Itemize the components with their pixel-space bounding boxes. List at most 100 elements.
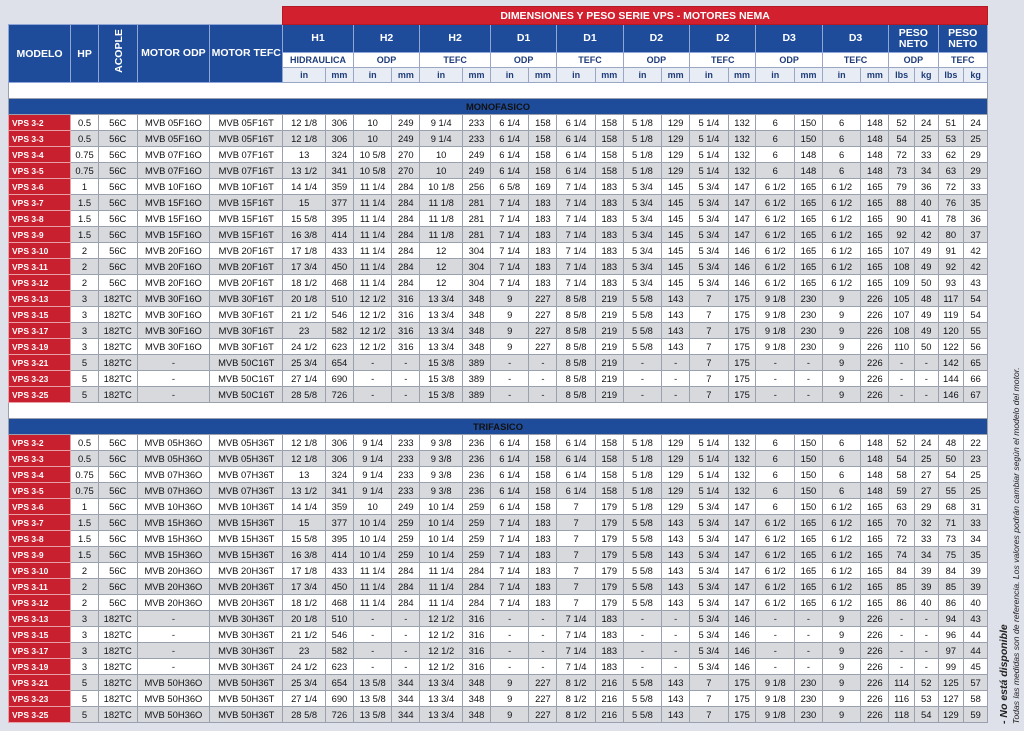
model-cell: VPS 3-8 bbox=[7, 210, 72, 227]
table-cell: 148 bbox=[860, 146, 890, 163]
table-cell: 56C bbox=[97, 242, 138, 259]
table-cell: 12 1/2 bbox=[419, 658, 464, 675]
table-row: VPS 3-23 5 182TC - MVB 50C16T 27 1/4 690- -15 3… bbox=[7, 370, 988, 387]
table-cell: MVB 15H36T bbox=[209, 530, 284, 547]
table-cell: MVB 50H36T bbox=[209, 690, 284, 707]
table-cell: 158 bbox=[528, 498, 558, 515]
table-cell: 43 bbox=[963, 610, 988, 627]
table-cell: 182TC bbox=[97, 306, 138, 323]
table-cell: 122 bbox=[937, 338, 965, 355]
table-cell: 66 bbox=[963, 370, 988, 387]
table-cell: 7 bbox=[689, 706, 729, 723]
table-cell: 24 bbox=[963, 114, 988, 131]
table-cell: MVB 07F16O bbox=[136, 162, 211, 179]
table-cell: 56C bbox=[97, 434, 138, 451]
table-cell: - bbox=[794, 642, 823, 659]
table-cell: 227 bbox=[528, 706, 558, 723]
table-cell: 11 1/4 bbox=[352, 578, 393, 595]
table-cell: 9 bbox=[821, 690, 862, 707]
table-cell: 17 3/4 bbox=[282, 258, 327, 275]
table-cell: 9 bbox=[489, 706, 530, 723]
table-cell: 284 bbox=[391, 242, 421, 259]
table-cell: - bbox=[913, 626, 939, 643]
table-cell: 259 bbox=[462, 514, 491, 531]
table-cell: 54 bbox=[888, 450, 915, 467]
table-cell: 108 bbox=[888, 258, 915, 275]
footnote-vertical-text: - No está disponible Todas las medidas s… bbox=[998, 367, 1021, 724]
table-cell: 316 bbox=[462, 626, 491, 643]
table-cell: 9 bbox=[821, 354, 862, 371]
table-cell: 169 bbox=[528, 178, 558, 195]
table-cell: 143 bbox=[661, 578, 691, 595]
table-cell: 35 bbox=[963, 546, 988, 563]
table-cell: 50 bbox=[913, 338, 939, 355]
table-cell: - bbox=[489, 610, 530, 627]
table-cell: 56C bbox=[97, 226, 138, 243]
table-row: VPS 3-8 1.5 56C MVB 15H36O MVB 15H36T 15 5/8 3… bbox=[7, 530, 988, 547]
table-cell: 80 bbox=[937, 226, 965, 243]
table-cell: 306 bbox=[325, 114, 354, 131]
table-cell: 39 bbox=[913, 562, 939, 579]
table-cell: - bbox=[794, 386, 823, 403]
table-cell: 233 bbox=[462, 130, 491, 147]
svg-text:ACOPLE: ACOPLE bbox=[113, 29, 125, 73]
table-cell: 5 bbox=[70, 386, 99, 403]
table-cell: 10 1/4 bbox=[352, 530, 393, 547]
model-cell: VPS 3-23 bbox=[7, 370, 72, 387]
unit-label: lbs bbox=[937, 67, 965, 83]
table-cell: 5 3/4 bbox=[689, 626, 729, 643]
table-cell: 316 bbox=[391, 306, 421, 323]
table-cell: 52 bbox=[888, 434, 915, 451]
table-cell: 146 bbox=[727, 626, 757, 643]
table-cell: 148 bbox=[860, 482, 890, 499]
table-cell: 53 bbox=[937, 130, 965, 147]
table-cell: 0.75 bbox=[70, 482, 99, 499]
table-cell: 24 bbox=[913, 434, 939, 451]
table-cell: 54 bbox=[913, 706, 939, 723]
table-cell: 7 1/4 bbox=[489, 242, 530, 259]
table-cell: - bbox=[391, 642, 421, 659]
table-cell: 3 bbox=[70, 306, 99, 323]
table-cell: 56C bbox=[97, 450, 138, 467]
table-cell: 182TC bbox=[97, 674, 138, 691]
table-cell: 175 bbox=[727, 706, 757, 723]
table-cell: - bbox=[794, 370, 823, 387]
model-cell: VPS 3-19 bbox=[7, 658, 72, 675]
table-cell: 9 bbox=[821, 338, 862, 355]
table-row: VPS 3-4 0.75 56C MVB 07F16O MVB 07F16T 13 324 1… bbox=[7, 146, 988, 163]
table-cell: 56C bbox=[97, 146, 138, 163]
table-cell: 7 1/4 bbox=[489, 258, 530, 275]
table-cell: 183 bbox=[594, 642, 624, 659]
table-cell: 150 bbox=[794, 498, 823, 515]
table-cell: 25 bbox=[963, 130, 988, 147]
table-cell: 165 bbox=[860, 530, 890, 547]
table-cell: 582 bbox=[325, 642, 354, 659]
table-cell: MVB 30H36T bbox=[209, 626, 284, 643]
table-cell: 25 3/4 bbox=[282, 674, 327, 691]
table-cell: 7 1/4 bbox=[489, 210, 530, 227]
table-cell: 145 bbox=[661, 274, 691, 291]
table-cell: 6 bbox=[755, 450, 796, 467]
col-subheader: ODP bbox=[489, 52, 558, 68]
table-cell: 3 bbox=[70, 290, 99, 307]
table-cell: 316 bbox=[462, 610, 491, 627]
table-cell: 132 bbox=[727, 450, 757, 467]
table-cell: - bbox=[888, 354, 915, 371]
table-row: VPS 3-15 3 182TC - MVB 30H36T 21 1/2 546- -12 1… bbox=[7, 626, 988, 643]
table-cell: 9 bbox=[821, 642, 862, 659]
col-header-acople: ACOPLE bbox=[97, 24, 138, 83]
table-cell: 16 3/8 bbox=[282, 546, 327, 563]
table-cell: 183 bbox=[528, 210, 558, 227]
table-cell: 249 bbox=[462, 162, 491, 179]
model-cell: VPS 3-12 bbox=[7, 594, 72, 611]
col-subheader: TEFC bbox=[937, 52, 989, 68]
table-cell: 6 1/2 bbox=[821, 242, 862, 259]
table-cell: - bbox=[794, 610, 823, 627]
table-cell: 9 1/8 bbox=[755, 306, 796, 323]
table-cell: 116 bbox=[888, 690, 915, 707]
table-cell: 147 bbox=[727, 578, 757, 595]
table-cell: 5 1/8 bbox=[622, 114, 663, 131]
table-cell: 6 1/2 bbox=[755, 242, 796, 259]
table-cell: 11 1/4 bbox=[419, 594, 464, 611]
table-cell: 3 bbox=[70, 626, 99, 643]
